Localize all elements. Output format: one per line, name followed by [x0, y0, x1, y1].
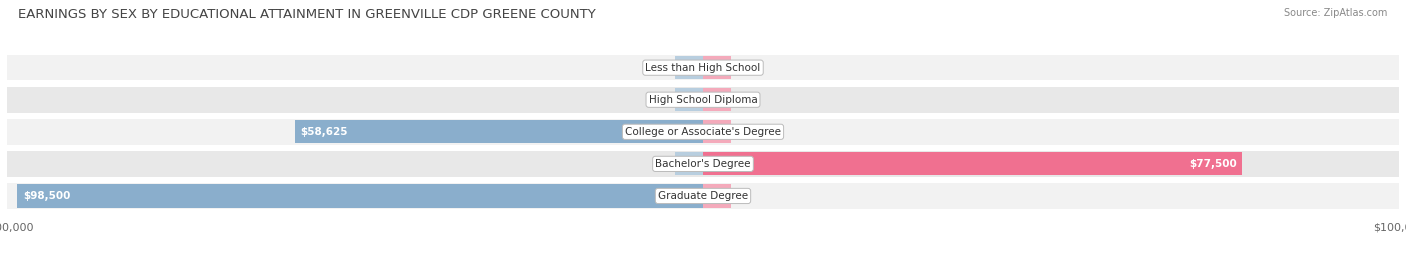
- Text: $77,500: $77,500: [1189, 159, 1237, 169]
- Bar: [675, 152, 703, 175]
- Bar: [17, 185, 703, 207]
- Text: High School Diploma: High School Diploma: [648, 95, 758, 105]
- Text: Bachelor's Degree: Bachelor's Degree: [655, 159, 751, 169]
- Text: EARNINGS BY SEX BY EDUCATIONAL ATTAINMENT IN GREENVILLE CDP GREENE COUNTY: EARNINGS BY SEX BY EDUCATIONAL ATTAINMEN…: [18, 8, 596, 21]
- Bar: [7, 87, 1399, 112]
- Text: $0: $0: [685, 63, 697, 73]
- Bar: [675, 88, 703, 111]
- Text: Graduate Degree: Graduate Degree: [658, 191, 748, 201]
- Bar: [675, 56, 703, 79]
- Text: Source: ZipAtlas.com: Source: ZipAtlas.com: [1284, 8, 1388, 18]
- Bar: [7, 119, 1399, 145]
- Bar: [703, 185, 731, 207]
- Bar: [7, 183, 1399, 209]
- Bar: [703, 56, 731, 79]
- Bar: [295, 120, 703, 143]
- Bar: [703, 88, 731, 111]
- Text: $98,500: $98,500: [22, 191, 70, 201]
- Text: Less than High School: Less than High School: [645, 63, 761, 73]
- Text: $0: $0: [685, 95, 697, 105]
- Text: College or Associate's Degree: College or Associate's Degree: [626, 127, 780, 137]
- Text: $0: $0: [709, 63, 721, 73]
- Text: $0: $0: [709, 191, 721, 201]
- Text: $0: $0: [709, 127, 721, 137]
- Text: $0: $0: [709, 95, 721, 105]
- Bar: [7, 55, 1399, 80]
- Text: $0: $0: [685, 159, 697, 169]
- Legend: Male, Female: Male, Female: [645, 267, 761, 269]
- Bar: [703, 152, 1243, 175]
- Text: $58,625: $58,625: [301, 127, 349, 137]
- Bar: [703, 120, 731, 143]
- Bar: [7, 151, 1399, 177]
